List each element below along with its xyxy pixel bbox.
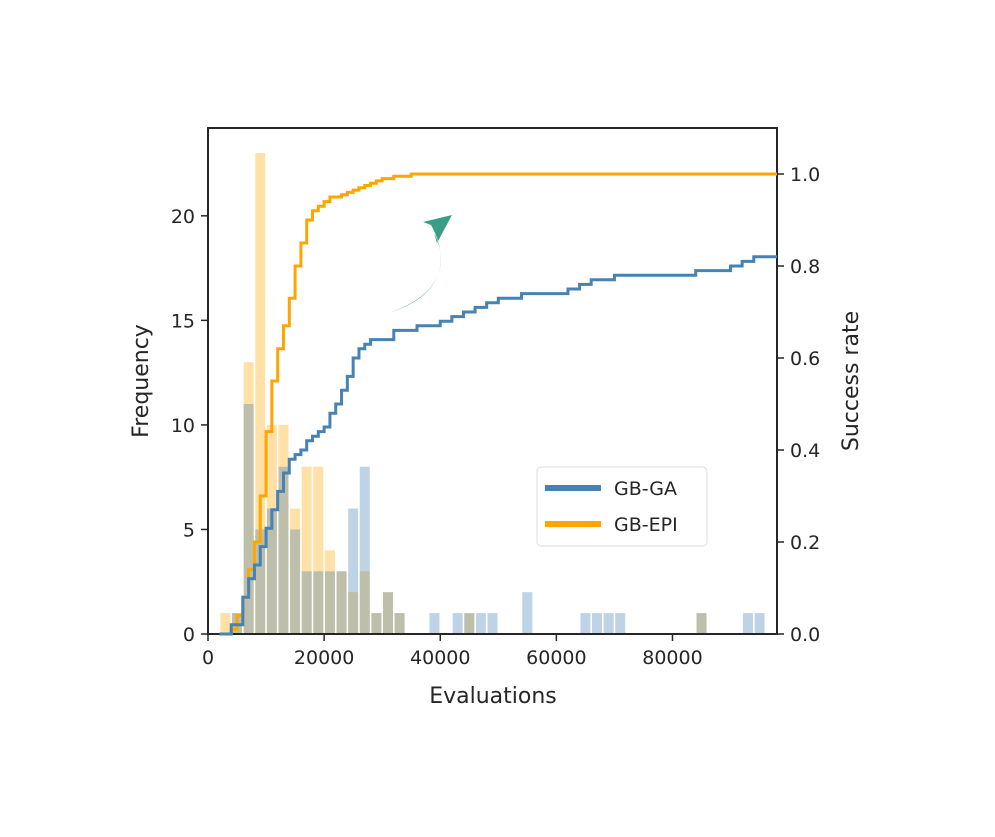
legend-label-gb-ga: GB-GA: [614, 478, 677, 500]
hist-bar-gb-epi: [348, 592, 359, 634]
hist-bar-gb-epi: [255, 153, 266, 634]
hist-bar-gb-ga: [475, 613, 486, 634]
hist-bar-gb-ga: [742, 613, 753, 634]
hist-bar-gb-ga: [754, 613, 765, 634]
hist-bar-gb-epi: [464, 613, 475, 634]
x-tick-label: 0: [202, 647, 214, 669]
hist-bar-gb-ga: [696, 613, 707, 634]
x-axis-label: Evaluations: [429, 684, 557, 709]
hist-bar-gb-ga: [266, 508, 277, 634]
hist-bar-gb-ga: [243, 404, 254, 634]
hist-bar-gb-ga: [452, 613, 463, 634]
hist-bar-gb-ga: [592, 613, 603, 634]
hist-bar-gb-epi: [336, 571, 347, 634]
hist-bar-gb-ga: [255, 529, 266, 634]
hist-bar-gb-ga: [371, 613, 382, 634]
hist-bar-gb-ga: [464, 613, 475, 634]
hist-bar-gb-epi: [278, 424, 289, 634]
x-tick-label: 20000: [294, 647, 354, 669]
y-axis-right-label: Success rate: [839, 311, 864, 451]
hist-bar-gb-ga: [382, 592, 393, 634]
step-line-gb-epi: [219, 172, 777, 636]
hist-bar-gb-ga: [615, 613, 626, 634]
hist-bar-gb-ga: [290, 529, 301, 634]
y-left-tick-label: 0: [183, 624, 195, 646]
y-right-tick-label: 0.8: [790, 256, 820, 278]
hist-bar-gb-epi: [313, 466, 324, 634]
x-tick-label: 80000: [642, 647, 702, 669]
hist-bar-gb-ga: [522, 592, 533, 634]
hist-bar-gb-ga: [603, 613, 614, 634]
histogram-layer: [220, 153, 765, 634]
hist-bar-gb-epi: [243, 362, 254, 634]
hist-bar-gb-epi: [382, 592, 393, 634]
hist-bar-gb-epi: [220, 613, 231, 634]
y-left-tick-label: 5: [183, 519, 195, 541]
y-left-tick-label: 20: [171, 206, 195, 228]
success-lines: [219, 172, 777, 636]
hist-bar-gb-epi: [359, 571, 370, 634]
y-left-tick-label: 10: [171, 415, 195, 437]
hist-bar-gb-epi: [394, 613, 405, 634]
hist-bar-gb-ga: [313, 571, 324, 634]
hist-bar-gb-epi: [301, 466, 312, 634]
hist-bar-gb-epi: [696, 613, 707, 634]
y-right-tick-label: 0.2: [790, 532, 820, 554]
hist-bar-gb-ga: [580, 613, 591, 634]
y-right-tick-label: 0.6: [790, 348, 820, 370]
hist-bar-gb-epi: [290, 508, 301, 634]
hist-bar-gb-ga: [336, 571, 347, 634]
hist-bar-gb-epi: [371, 613, 382, 634]
y-right-tick-label: 0.4: [790, 440, 820, 462]
plot-frame: [207, 127, 778, 635]
improvement-arrow: [388, 215, 452, 313]
axes-frame: [207, 127, 778, 635]
hist-bar-gb-epi: [324, 550, 335, 634]
hist-bar-gb-ga: [359, 466, 370, 634]
hist-bar-gb-ga: [487, 613, 498, 634]
hist-bar-gb-ga: [324, 571, 335, 634]
y-left-tick-label: 15: [171, 310, 195, 332]
legend: GB-GA GB-EPI: [536, 466, 708, 547]
hist-bar-gb-ga: [301, 571, 312, 634]
step-line-gb-ga: [219, 255, 777, 636]
legend-label-gb-epi: GB-EPI: [614, 514, 678, 536]
hist-bar-gb-ga: [429, 613, 440, 634]
x-tick-label: 60000: [526, 647, 586, 669]
hist-bar-gb-ga: [278, 466, 289, 634]
x-tick-label: 40000: [410, 647, 470, 669]
arrow-curve: [388, 215, 452, 313]
y-right-tick-label: 0.0: [790, 624, 820, 646]
hist-bar-gb-ga: [394, 613, 405, 634]
y-axis-left-label: Frequency: [129, 324, 154, 438]
tick-layer: 0 20000 40000 60000 80000 0 5 10 15 20 0.0 0.2 0.4 0.…: [171, 164, 820, 669]
hist-bar-gb-ga: [348, 508, 359, 634]
y-right-tick-label: 1.0: [790, 164, 820, 186]
